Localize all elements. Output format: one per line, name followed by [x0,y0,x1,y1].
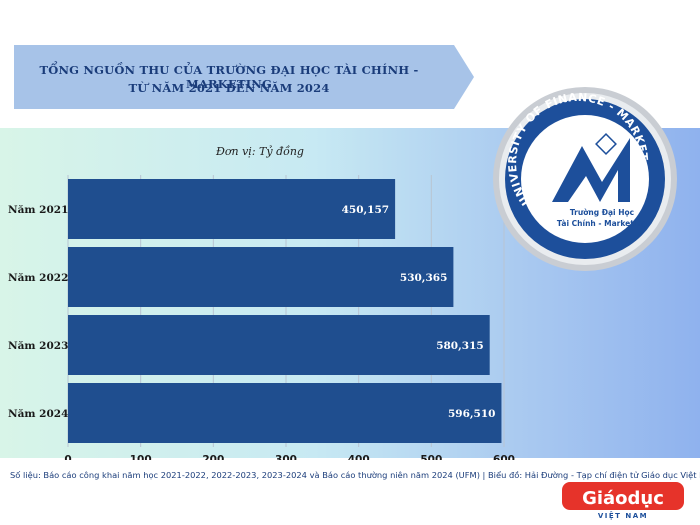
logo-name-line2: Tài Chính - Marketing [557,219,647,228]
bar-chart: 0 100 200 300 400 500 600 Năm 2021 450,157 Năm 20… [8,175,515,460]
bar [68,383,502,443]
logo-name-line1: Trường Đại Học [570,208,634,217]
x-tick-label: 100 [130,454,152,460]
data-label: 450,157 [342,204,390,216]
data-label: 596,510 [448,408,496,420]
category-label: Năm 2021 [8,204,68,216]
brand-sub: VIỆT NAM [598,511,648,520]
x-tick-label: 400 [348,454,370,460]
title-banner-shape [14,45,474,109]
bar [68,247,454,307]
x-tick-label: 300 [275,454,297,460]
data-label: 530,365 [400,272,448,284]
category-label: Năm 2023 [8,340,68,352]
chart-title-line2: TỪ NĂM 2021 ĐẾN NĂM 2024 [128,81,330,95]
x-tick-label: 600 [493,454,515,460]
brand-logo: Giáodục VIỆT NAM [562,480,690,520]
category-label: Năm 2022 [8,272,68,284]
title-banner: TỔNG NGUỒN THU CỦA TRƯỜNG ĐẠI HỌC TÀI CH… [14,45,474,109]
x-tick-label: 200 [202,454,224,460]
chart-title-line1: TỔNG NGUỒN THU CỦA TRƯỜNG ĐẠI HỌC TÀI CH… [39,63,419,91]
data-label: 580,315 [436,340,484,352]
x-tick-label: 0 [64,454,71,460]
unit-label: Đơn vị: Tỷ đồng [216,145,304,158]
category-label: Năm 2024 [8,408,68,420]
bar [68,315,490,375]
university-logo: UNIVERSITY OF FINANCE - MARKETING Trường… [485,74,680,274]
x-tick-label: 500 [420,454,442,460]
bar [68,179,396,239]
source-footnote: Số liệu: Báo cáo công khai năm học 2021-… [10,470,700,480]
brand-name: Giáodục [582,488,664,509]
